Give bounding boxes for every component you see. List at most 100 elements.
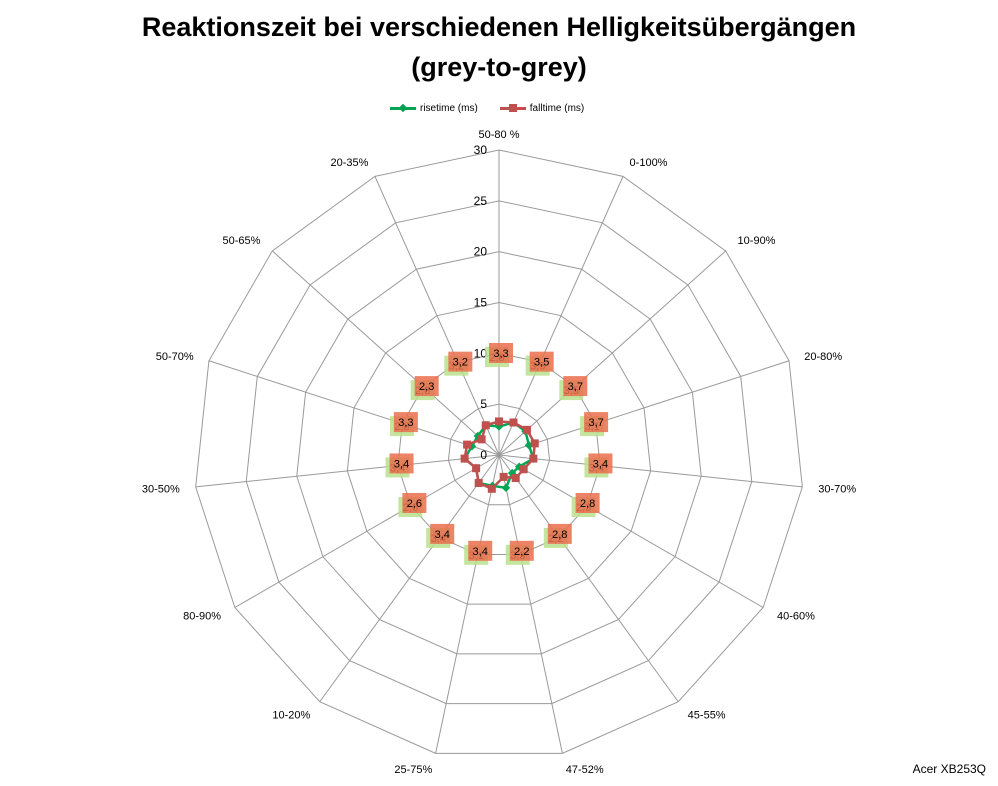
data-label-fall-bg — [509, 540, 534, 561]
point-fall — [474, 478, 483, 487]
grid-spoke — [374, 176, 500, 456]
grid-ring — [195, 149, 803, 754]
category-label: 50-80 % — [479, 129, 520, 141]
grid-spoke — [498, 250, 726, 456]
category-label: 25-75% — [394, 764, 432, 776]
series-line-fall — [463, 420, 537, 491]
data-label-fall: 3,4 — [394, 458, 409, 470]
point-fall — [481, 421, 490, 430]
legend-item-fall: falltime (ms) — [499, 102, 585, 114]
radial-tick-label: 20 — [474, 245, 488, 259]
data-label-fall-bg — [414, 376, 439, 397]
radial-tick-label: 5 — [480, 397, 487, 411]
grid-spoke — [498, 454, 679, 703]
category-label: 80-90% — [183, 611, 221, 623]
radial-tick-label: 15 — [474, 296, 488, 310]
grid-spoke — [498, 360, 790, 456]
grid-spoke — [272, 250, 500, 456]
data-label-fall-bg — [468, 540, 493, 561]
category-label: 30-70% — [818, 484, 856, 496]
data-label-fall-bg — [393, 412, 418, 433]
data-label-fall: 3,4 — [473, 546, 488, 558]
data-label-fall: 2,8 — [552, 529, 567, 541]
watermark: Acer XB253Q — [912, 762, 986, 776]
chart-subtitle: (grey-to-grey) — [411, 52, 587, 82]
data-label-fall-bg — [547, 523, 572, 544]
radial-tick-label: 0 — [480, 448, 487, 462]
category-label: 40-60% — [777, 611, 815, 623]
point-fall — [463, 440, 472, 449]
legend-item-rise: risetime (ms) — [390, 103, 478, 114]
category-label: 45-55% — [688, 710, 726, 722]
point-fall — [529, 454, 538, 463]
category-label: 50-65% — [223, 235, 261, 247]
radial-tick-label: 30 — [474, 143, 488, 157]
data-label-fall: 3,3 — [398, 417, 413, 429]
legend: risetime (ms) falltime (ms) — [390, 100, 606, 116]
point-fall — [487, 484, 496, 493]
grid-ring — [447, 403, 551, 506]
point-fall — [509, 418, 518, 427]
category-label: 47-52% — [566, 764, 604, 776]
category-label: 20-35% — [331, 157, 369, 169]
data-label-fall-bg — [448, 351, 473, 372]
data-label-fall: 3,7 — [568, 381, 583, 393]
data-label-fall: 2,3 — [419, 381, 434, 393]
category-label: 50-70% — [156, 351, 194, 363]
grid-spoke — [319, 454, 500, 703]
data-label-fall: 2,8 — [580, 498, 595, 510]
data-label-fall: 3,4 — [435, 529, 450, 541]
grid-ring — [397, 352, 601, 555]
data-label-fall-bg — [389, 453, 414, 474]
point-fall — [495, 417, 503, 426]
category-label: 10-20% — [272, 710, 310, 722]
data-label-fall-bg — [584, 412, 609, 433]
grid-ring — [245, 200, 753, 705]
grid-ring — [346, 301, 652, 605]
grid-spoke — [498, 454, 803, 488]
data-label-fall: 3,3 — [493, 348, 508, 360]
grid-spoke — [234, 454, 500, 608]
data-label-fall: 3,4 — [593, 458, 608, 470]
grid-spoke — [498, 454, 563, 754]
grid-spoke — [435, 454, 500, 754]
category-label: 0-100% — [630, 157, 668, 169]
category-label: 20-80% — [804, 351, 842, 363]
legend-swatch-rise — [390, 103, 416, 113]
point-fall — [522, 425, 531, 434]
radial-tick-label: 10 — [474, 346, 488, 360]
legend-label-fall: falltime (ms) — [529, 102, 585, 114]
chart-title: Reaktionszeit bei verschiedenen Helligke… — [141, 12, 857, 42]
data-label-fall-bg — [588, 453, 613, 474]
data-label-fall: 2,6 — [407, 498, 422, 510]
grid-spoke — [208, 360, 500, 456]
category-label: 30-50% — [142, 484, 180, 496]
category-label: 10-90% — [738, 235, 776, 247]
point-fall — [530, 439, 539, 448]
data-label-fall-bg — [430, 523, 455, 544]
data-label-fall: 2,2 — [514, 546, 529, 558]
point-fall — [460, 454, 469, 463]
point-fall — [519, 465, 528, 474]
grid-spoke — [498, 454, 764, 608]
data-label-fall-bg — [489, 343, 513, 363]
legend-label-rise: risetime (ms) — [420, 102, 478, 114]
legend-swatch-fall — [499, 103, 526, 113]
data-label-fall-bg — [563, 376, 588, 397]
data-label-fall-bg — [402, 493, 427, 513]
grid-spoke — [498, 176, 624, 456]
data-label-fall-bg — [575, 493, 600, 513]
radial-tick-label: 25 — [474, 194, 488, 208]
point-rise — [501, 483, 511, 493]
point-fall — [477, 435, 486, 444]
point-fall — [499, 472, 508, 481]
point-fall — [511, 474, 520, 483]
data-label-fall-bg — [529, 351, 554, 372]
grid-spoke — [195, 454, 500, 488]
data-label-fall: 3,5 — [534, 357, 549, 369]
grid-ring — [296, 251, 702, 655]
data-label-fall: 3,7 — [588, 417, 603, 429]
point-fall — [472, 464, 481, 473]
data-label-fall: 3,2 — [453, 357, 468, 369]
